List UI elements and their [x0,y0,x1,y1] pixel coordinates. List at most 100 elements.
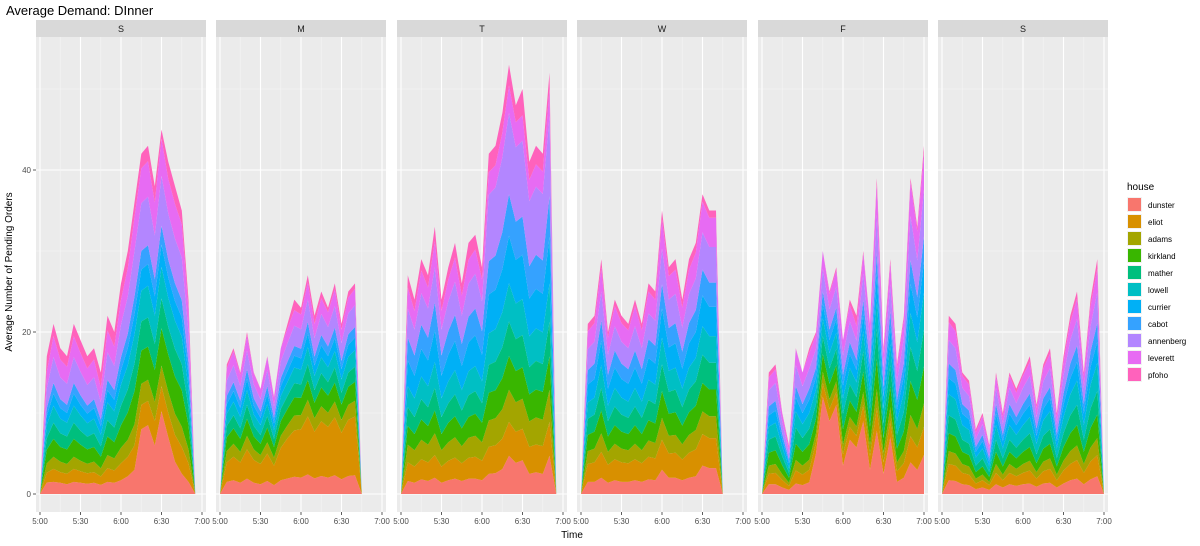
area-dunster [762,396,924,494]
area-dunster [401,455,563,494]
facet-strip-label: T [479,24,485,34]
legend-label-mather: mather [1148,269,1173,278]
x-tick-label: 5:00 [573,517,589,526]
area-cabot [942,323,1104,494]
area-adams [220,399,382,494]
x-tick-label: 6:30 [1056,517,1072,526]
area-annenberg [40,175,202,494]
area-kirkland [942,414,1104,494]
x-tick-label: 5:00 [393,517,409,526]
legend-swatch-lowell [1128,283,1141,296]
area-annenberg [220,299,382,494]
x-tick-label: 5:00 [212,517,228,526]
area-leverett [220,282,382,494]
x-tick-label: 6:00 [293,517,309,526]
facet-panel: F 5:00 5:30 6:00 6:30 7:00 [754,20,932,526]
facet-panel: S 5:00 5:30 6:00 6:30 7:00 [934,20,1112,526]
area-dunster [40,411,202,494]
area-lowell [220,346,382,494]
area-lowell [942,362,1104,494]
area-kirkland [401,356,563,494]
x-tick-label: 5:30 [434,517,450,526]
legend-label-kirkland: kirkland [1148,252,1176,261]
x-tick-label: 6:00 [1015,517,1031,526]
legend-swatch-cabot [1128,317,1141,330]
area-adams [942,438,1104,494]
area-kirkland [220,380,382,494]
area-currier [581,295,743,494]
area-cabot [40,225,202,494]
legend-swatch-leverett [1128,351,1141,364]
area-cabot [220,322,382,494]
legend-label-lowell: lowell [1148,286,1168,295]
chart-title: Average Demand: DInner [6,3,154,18]
x-tick-label: 7:00 [194,517,210,526]
legend-label-annenberg: annenberg [1148,337,1186,346]
x-tick-label: 5:30 [975,517,991,526]
legend-swatch-kirkland [1128,249,1141,262]
legend-swatch-adams [1128,232,1141,245]
x-tick-label: 6:30 [334,517,350,526]
x-tick-label: 5:00 [32,517,48,526]
legend-label-dunster: dunster [1148,201,1175,210]
area-lowell [581,326,743,494]
area-mather [942,391,1104,494]
facet-strip [938,20,1108,37]
legend-swatch-mather [1128,266,1141,279]
facet-panels: S 5:00 5:30 6:00 6:30 7:00 M 5:00 5:30 6:00 6:30 7:… [22,20,1112,526]
x-tick-label: 6:00 [474,517,490,526]
x-tick-label: 7:00 [735,517,751,526]
facet-strip-label: S [1020,24,1026,34]
x-tick-label: 6:00 [835,517,851,526]
y-tick-label: 0 [27,490,32,499]
legend-label-eliot: eliot [1148,218,1163,227]
area-kirkland [762,353,924,494]
area-eliot [762,383,924,494]
area-annenberg [942,292,1104,494]
legend-swatch-dunster [1128,198,1141,211]
area-kirkland [581,383,743,494]
facet-strip [577,20,747,37]
facet-strip-label: S [118,24,124,34]
area-mather [401,321,563,494]
area-leverett [401,85,563,495]
area-dunster [581,465,743,494]
area-eliot [40,386,202,494]
y-tick-label: 40 [22,166,31,175]
x-tick-label: 6:00 [113,517,129,526]
x-tick-label: 5:30 [73,517,89,526]
area-adams [401,389,563,494]
area-currier [942,341,1104,494]
y-tick-label: 20 [22,328,31,337]
x-tick-label: 6:30 [154,517,170,526]
legend-title: house [1127,182,1155,193]
area-cabot [401,194,563,495]
area-leverett [40,138,202,494]
x-tick-label: 5:30 [253,517,269,526]
area-currier [401,235,563,494]
x-tick-label: 6:30 [515,517,531,526]
area-lowell [401,283,563,494]
legend-label-currier: currier [1148,303,1171,312]
x-tick-label: 5:00 [754,517,770,526]
facet-strip [397,20,567,37]
facet-panel: S 5:00 5:30 6:00 6:30 7:00 [32,20,210,526]
x-tick-label: 6:00 [654,517,670,526]
x-axis-title: Time [561,530,583,541]
area-adams [581,411,743,494]
area-adams [40,365,202,494]
legend-swatch-pfoho [1128,368,1141,381]
facet-strip-label: W [658,24,667,34]
facet-panel: W 5:00 5:30 6:00 6:30 7:00 [573,20,751,526]
legend-swatch-currier [1128,300,1141,313]
area-kirkland [40,328,202,494]
area-leverett [942,268,1104,494]
x-tick-label: 5:30 [614,517,630,526]
x-tick-label: 5:00 [934,517,950,526]
facet-panel: T 5:00 5:30 6:00 6:30 7:00 [393,20,571,526]
area-dunster [942,476,1104,494]
area-eliot [220,416,382,494]
facet-strip [758,20,928,37]
area-eliot [942,455,1104,494]
